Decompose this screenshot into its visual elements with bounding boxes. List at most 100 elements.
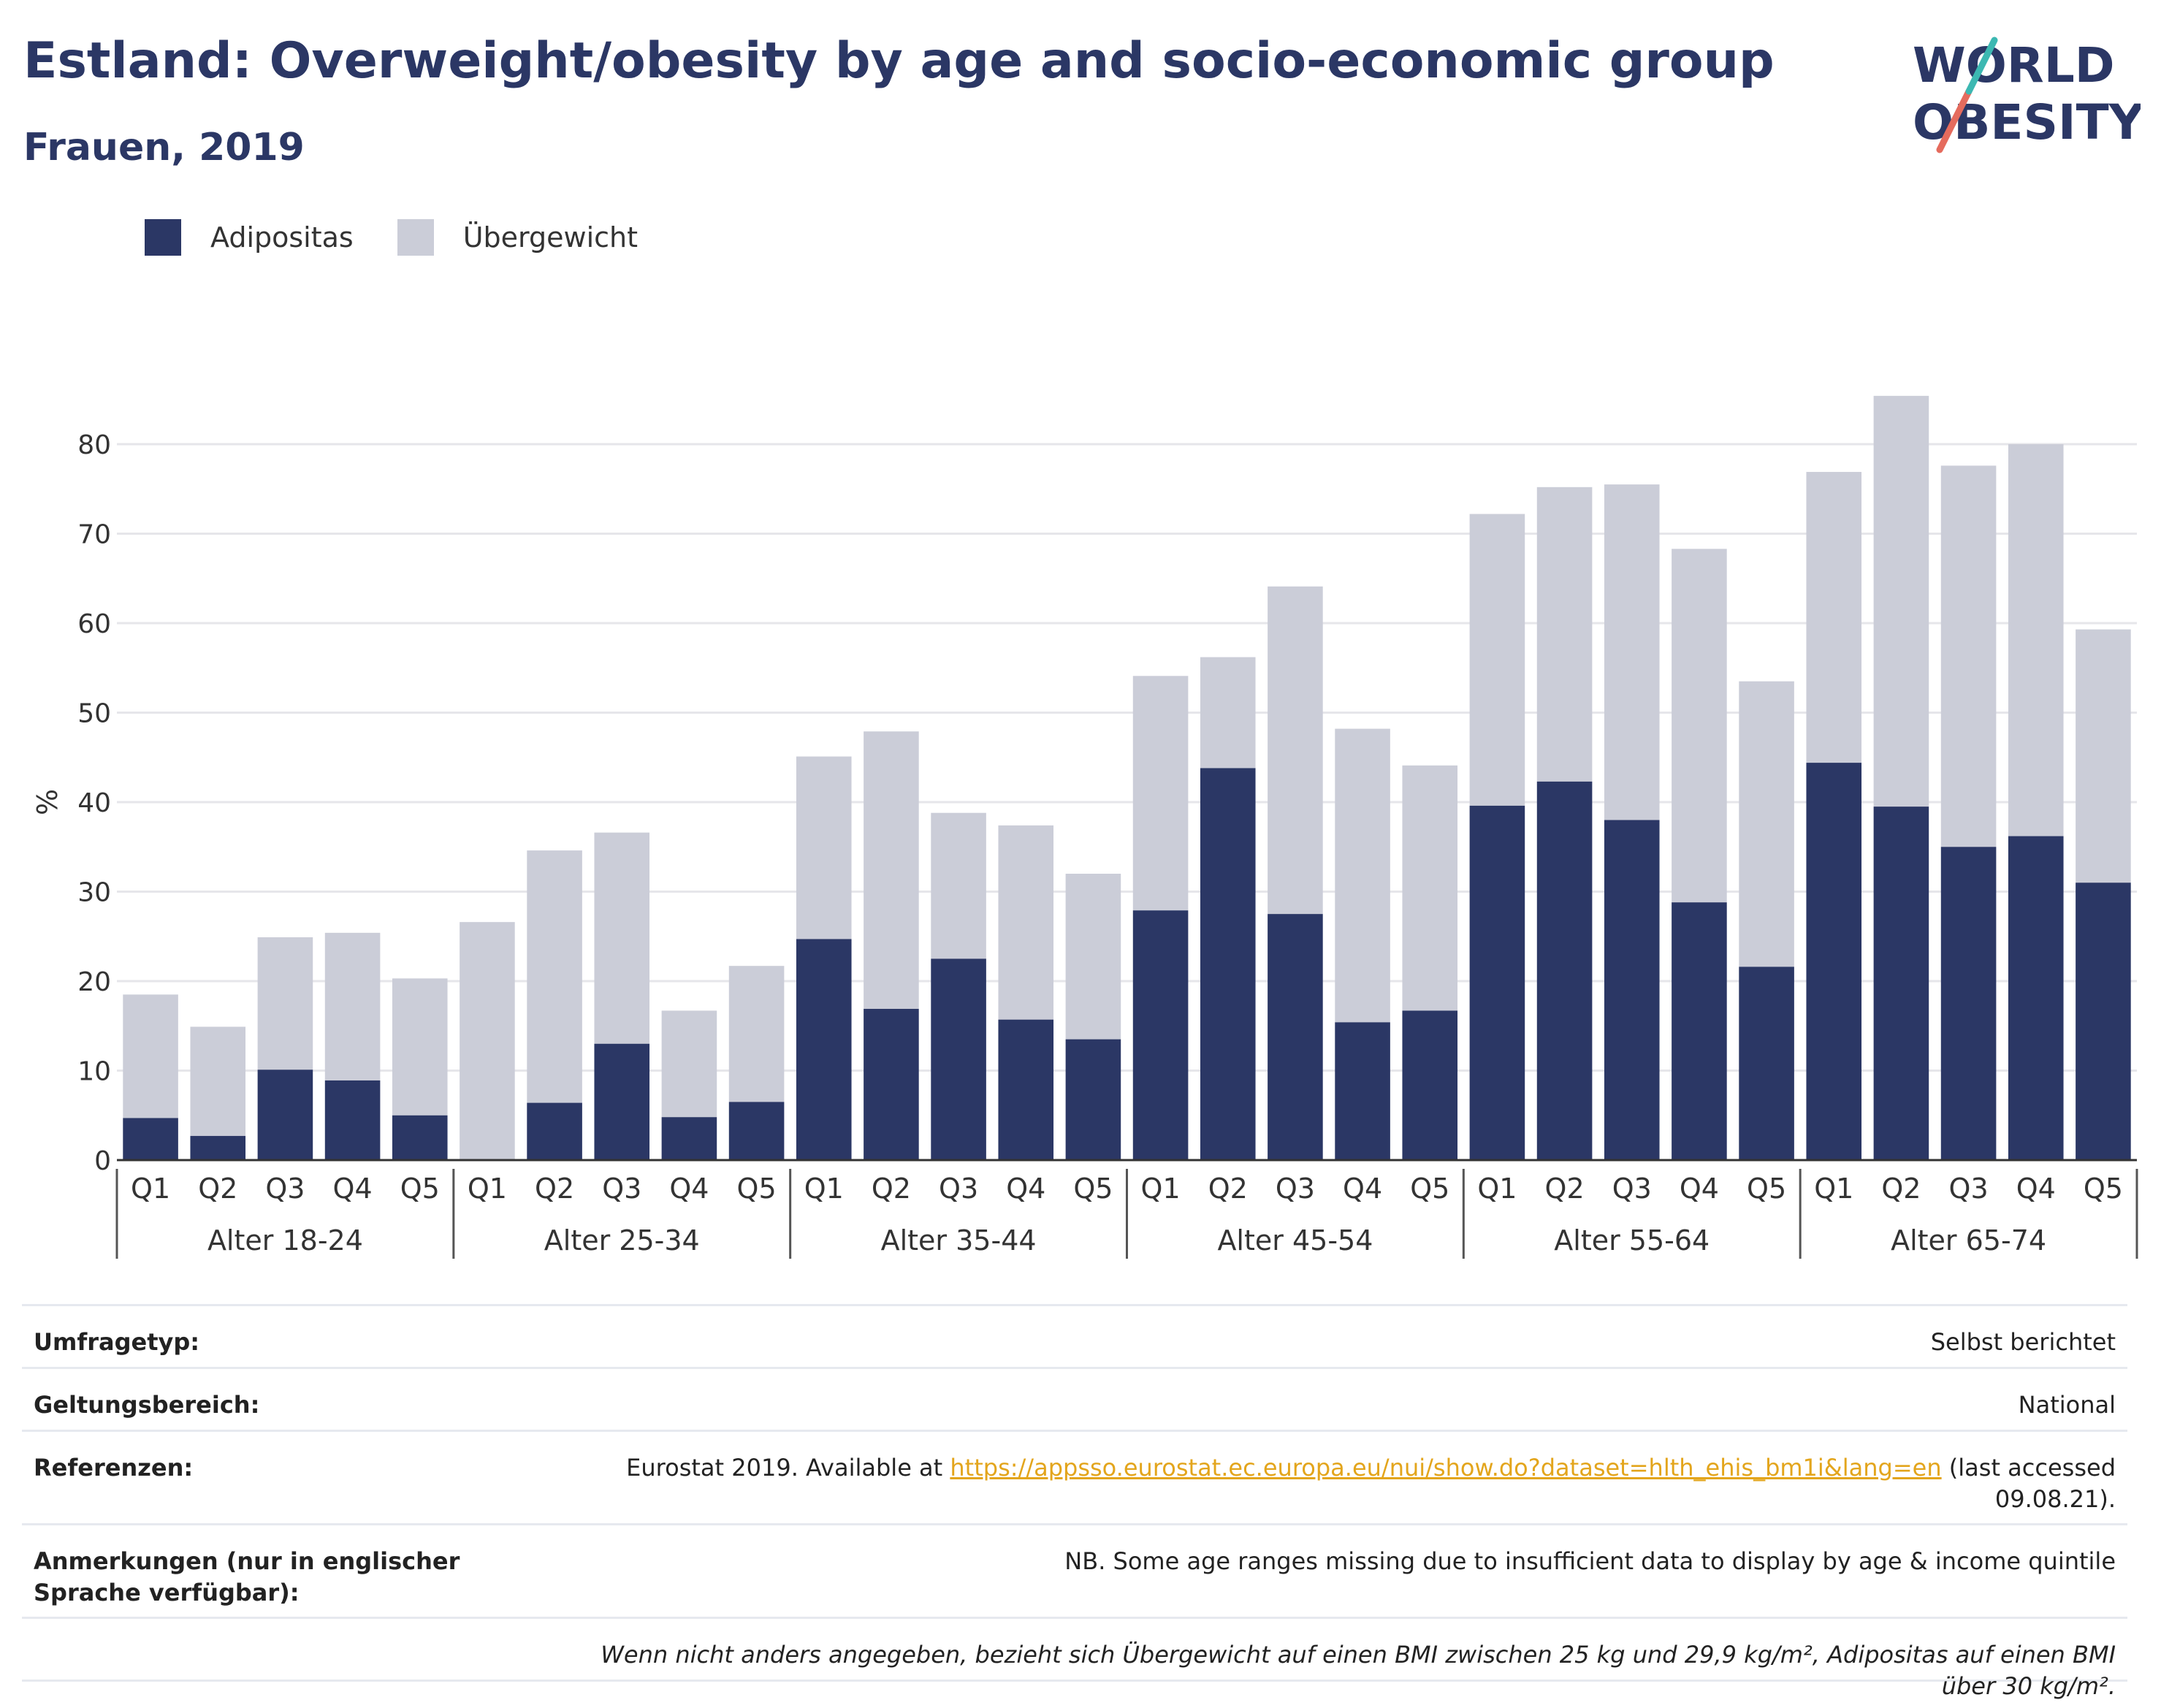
bar-adipositas (527, 1102, 582, 1160)
bar-uebergewicht (257, 937, 313, 1070)
bar-adipositas (864, 1008, 919, 1160)
survey-type-value: Selbst berichtet (1930, 1328, 2116, 1356)
x-tick-label: Q5 (737, 1173, 777, 1205)
bar-adipositas (1739, 967, 1794, 1160)
y-tick-label: 70 (77, 520, 111, 550)
legend-item-uebergewicht[interactable]: Übergewicht (397, 219, 638, 256)
y-tick-label: 60 (77, 609, 111, 639)
bar-adipositas (1065, 1039, 1121, 1160)
bar-uebergewicht (998, 825, 1054, 1020)
x-tick-label: Q5 (1747, 1173, 1786, 1205)
bar-uebergewicht (931, 812, 986, 959)
x-tick-label: Q3 (1949, 1173, 1989, 1205)
y-tick-label: 80 (77, 430, 111, 460)
notes-key: Anmerkungen (nur in englischer Sprache v… (34, 1547, 460, 1607)
references-link[interactable]: https://appsso.eurostat.ec.europa.eu/nui… (950, 1454, 1942, 1482)
world-obesity-logo: WORLD OBESITY (1913, 37, 2141, 153)
bar-uebergewicht (1469, 514, 1525, 806)
x-tick-label: Q5 (400, 1173, 440, 1205)
bar-uebergewicht (661, 1010, 717, 1118)
bar-uebergewicht (1132, 676, 1189, 911)
bar-adipositas (1672, 902, 1727, 1160)
x-tick-label: Q3 (1612, 1173, 1652, 1205)
group-label: Alter 25-34 (544, 1224, 700, 1257)
x-tick-label: Q4 (1006, 1173, 1045, 1205)
group-label: Alter 55-64 (1554, 1224, 1710, 1257)
x-tick-label: Q5 (2084, 1173, 2123, 1205)
legend-label-uebergewicht: Übergewicht (462, 221, 638, 253)
table-row-notes: Anmerkungen (nur in englischer Sprache v… (22, 1523, 2127, 1617)
x-tick-label: Q5 (1410, 1173, 1449, 1205)
y-tick-label: 40 (77, 788, 111, 818)
x-tick-label: Q2 (1881, 1173, 1921, 1205)
x-tick-label: Q2 (1208, 1173, 1248, 1205)
logo-slash-red (1936, 88, 1973, 153)
table-row-survey-type: Umfragetyp: Selbst berichtet (22, 1304, 2127, 1367)
bar-uebergewicht (460, 922, 515, 1160)
bar-adipositas (1402, 1010, 1458, 1160)
bar-adipositas (1469, 805, 1525, 1160)
bar-uebergewicht (2008, 444, 2064, 836)
x-tick-label: Q3 (602, 1173, 641, 1205)
bar-uebergewicht (864, 731, 919, 1009)
bar-adipositas (123, 1118, 178, 1160)
legend-swatch-adipositas (145, 219, 181, 256)
chart-title: Estland: Overweight/obesity by age and s… (23, 32, 1775, 90)
bar-uebergewicht (1065, 874, 1121, 1040)
bar-adipositas (728, 1102, 785, 1160)
scope-value: National (2018, 1391, 2116, 1419)
bar-uebergewicht (1604, 484, 1660, 820)
bar-adipositas (998, 1019, 1054, 1160)
group-label: Alter 45-54 (1217, 1224, 1373, 1257)
table-row-scope: Geltungsbereich: National (22, 1367, 2127, 1430)
bar-adipositas (2076, 882, 2131, 1160)
group-label: Alter 65-74 (1891, 1224, 2046, 1257)
bar-uebergewicht (2076, 629, 2131, 883)
bar-adipositas (1604, 820, 1660, 1160)
bar-uebergewicht (190, 1026, 246, 1136)
x-tick-label: Q4 (1343, 1173, 1382, 1205)
table-row-references: Referenzen: Eurostat 2019. Available at … (22, 1430, 2127, 1523)
x-tick-label: Q1 (1141, 1173, 1181, 1205)
bar-uebergewicht (594, 832, 650, 1044)
bar-uebergewicht (1873, 395, 1929, 807)
bar-adipositas (1940, 847, 1997, 1160)
x-tick-label: Q3 (939, 1173, 978, 1205)
logo-slash-teal (1965, 37, 1998, 95)
survey-type-key: Umfragetyp: (34, 1328, 200, 1356)
x-tick-label: Q2 (535, 1173, 574, 1205)
references-prefix: Eurostat 2019. Available at (626, 1454, 950, 1482)
footnote-text: Wenn nicht anders angegeben, bezieht sic… (601, 1641, 2116, 1701)
bar-uebergewicht (1536, 487, 1593, 782)
scope-key: Geltungsbereich: (34, 1391, 260, 1419)
bar-uebergewicht (392, 978, 448, 1116)
bar-uebergewicht (123, 994, 178, 1118)
y-axis-label: % (31, 789, 64, 815)
group-label: Alter 35-44 (881, 1224, 1037, 1257)
x-tick-label: Q4 (1680, 1173, 1719, 1205)
x-tick-label: Q4 (333, 1173, 373, 1205)
bar-uebergewicht (1940, 465, 1997, 847)
references-key: Referenzen: (34, 1454, 194, 1482)
bar-adipositas (392, 1115, 448, 1160)
x-tick-label: Q3 (1276, 1173, 1315, 1205)
group-label: Alter 18-24 (207, 1224, 363, 1257)
stacked-bar-chart: 0 10 20 30 40 50 60 70 80% Q1 Q2 Q3 Q4 Q5 Alter 18-24 Q… (31, 395, 2138, 1259)
metadata-table: Umfragetyp: Selbst berichtet Geltungsber… (22, 1304, 2127, 1701)
bar-adipositas (1335, 1022, 1390, 1160)
bar-uebergewicht (1200, 657, 1256, 769)
y-tick-label: 30 (77, 878, 111, 908)
x-tick-label: Q2 (872, 1173, 911, 1205)
bar-uebergewicht (1402, 765, 1458, 1011)
legend-item-adipositas[interactable]: Adipositas (145, 219, 354, 256)
references-value: Eurostat 2019. Available at https://apps… (545, 1452, 2116, 1523)
bar-uebergewicht (1335, 728, 1390, 1023)
bar-adipositas (2008, 836, 2064, 1160)
bar-adipositas (257, 1070, 313, 1160)
x-tick-label: Q5 (1073, 1173, 1113, 1205)
bar-uebergewicht (1806, 471, 1862, 763)
y-tick-label: 20 (77, 967, 111, 997)
bar-uebergewicht (796, 756, 852, 939)
bar-adipositas (1806, 763, 1862, 1160)
x-tick-label: Q1 (468, 1173, 507, 1205)
